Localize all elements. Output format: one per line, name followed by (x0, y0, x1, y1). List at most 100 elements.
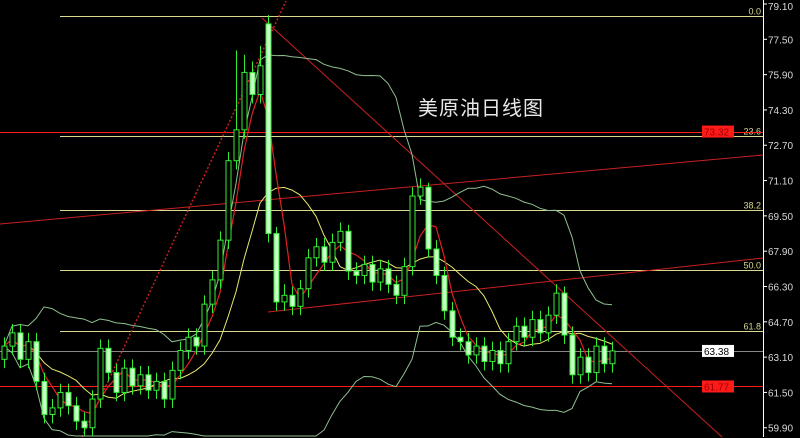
candle-body (321, 246, 328, 263)
candle (41, 372, 48, 424)
candle (433, 240, 440, 285)
candle (289, 286, 296, 316)
candle-body (441, 274, 448, 312)
candle (273, 226, 280, 311)
candle (441, 266, 448, 320)
candle-body (601, 345, 608, 365)
candle (577, 348, 584, 384)
candle (249, 61, 256, 104)
candle (425, 182, 432, 258)
candle-body (153, 380, 160, 391)
candle-body (257, 65, 264, 95)
candle-body (49, 407, 56, 416)
candle-body (489, 349, 496, 363)
candle-body (353, 270, 360, 276)
candle (233, 50, 240, 170)
candle-body (281, 294, 288, 303)
candle (545, 306, 552, 342)
price-marker-badge (702, 380, 734, 393)
candle-body (369, 263, 376, 283)
candle-body (65, 391, 72, 407)
candle (401, 257, 408, 305)
y-tick-label: 66.30 (768, 282, 793, 293)
y-tick-label: 74.30 (768, 106, 793, 117)
candle (257, 45, 264, 104)
candle (321, 237, 328, 272)
candle-body (225, 160, 232, 241)
candle-body (137, 374, 144, 387)
candle-body (1, 345, 8, 360)
candle-body (409, 195, 416, 268)
candle (569, 326, 576, 384)
candle-body (433, 248, 440, 276)
candle (225, 151, 232, 249)
candle (313, 237, 320, 267)
candle-body (233, 129, 240, 162)
candle-body (297, 288, 304, 307)
candle (417, 178, 424, 205)
candle (593, 337, 600, 382)
candle-body (537, 319, 544, 334)
candle (537, 310, 544, 342)
candle (361, 255, 368, 285)
candle-body (193, 336, 200, 347)
candle (73, 396, 80, 430)
candle (209, 271, 216, 313)
candle-body (81, 420, 88, 429)
candle-body (385, 268, 392, 285)
candle-body (265, 23, 272, 235)
candle (305, 248, 312, 298)
candle-body (209, 279, 216, 305)
candle-body (481, 345, 488, 363)
fib-label: 50.0 (743, 261, 761, 271)
candle-body (161, 380, 168, 400)
candle-body (113, 372, 120, 393)
candle-body (585, 356, 592, 374)
candle (369, 255, 376, 291)
candle (193, 328, 200, 355)
candle (329, 233, 336, 272)
candle (145, 365, 152, 400)
candle (17, 324, 24, 369)
candle (169, 361, 176, 408)
y-tick-label: 61.50 (768, 388, 793, 399)
candle (57, 383, 64, 417)
candle-body (513, 325, 520, 343)
candle-body (329, 241, 336, 263)
candle-body (361, 263, 368, 276)
candle-body (185, 336, 192, 351)
candle-body (465, 341, 472, 356)
candle (393, 275, 400, 305)
price-marker-badge (702, 344, 734, 357)
candle (377, 260, 384, 291)
candle (609, 341, 616, 373)
candle (345, 224, 352, 280)
candle (153, 372, 160, 400)
candle-body (497, 349, 504, 365)
candle (1, 337, 8, 369)
price-marker-label: 61.77 (704, 382, 729, 393)
candle (529, 310, 536, 347)
candle-body (505, 341, 512, 365)
price-marker-label: 73.32 (704, 128, 729, 139)
candle-body (313, 246, 320, 259)
candle-body (177, 349, 184, 371)
fib-label: 23.6 (743, 127, 761, 137)
candle-body (401, 266, 408, 296)
candle (185, 328, 192, 360)
candle (89, 390, 96, 436)
candle-body (129, 367, 136, 387)
candle (49, 399, 56, 424)
bollinger-upper-line (3, 54, 613, 347)
candle (489, 341, 496, 371)
candle-body (417, 186, 424, 197)
price-marker-label: 63.38 (704, 347, 729, 358)
candle (281, 284, 288, 311)
candle-body (201, 303, 208, 347)
candle (457, 328, 464, 351)
candle-body (97, 347, 104, 400)
candle (241, 54, 248, 139)
candle (409, 187, 416, 276)
candle (97, 339, 104, 408)
